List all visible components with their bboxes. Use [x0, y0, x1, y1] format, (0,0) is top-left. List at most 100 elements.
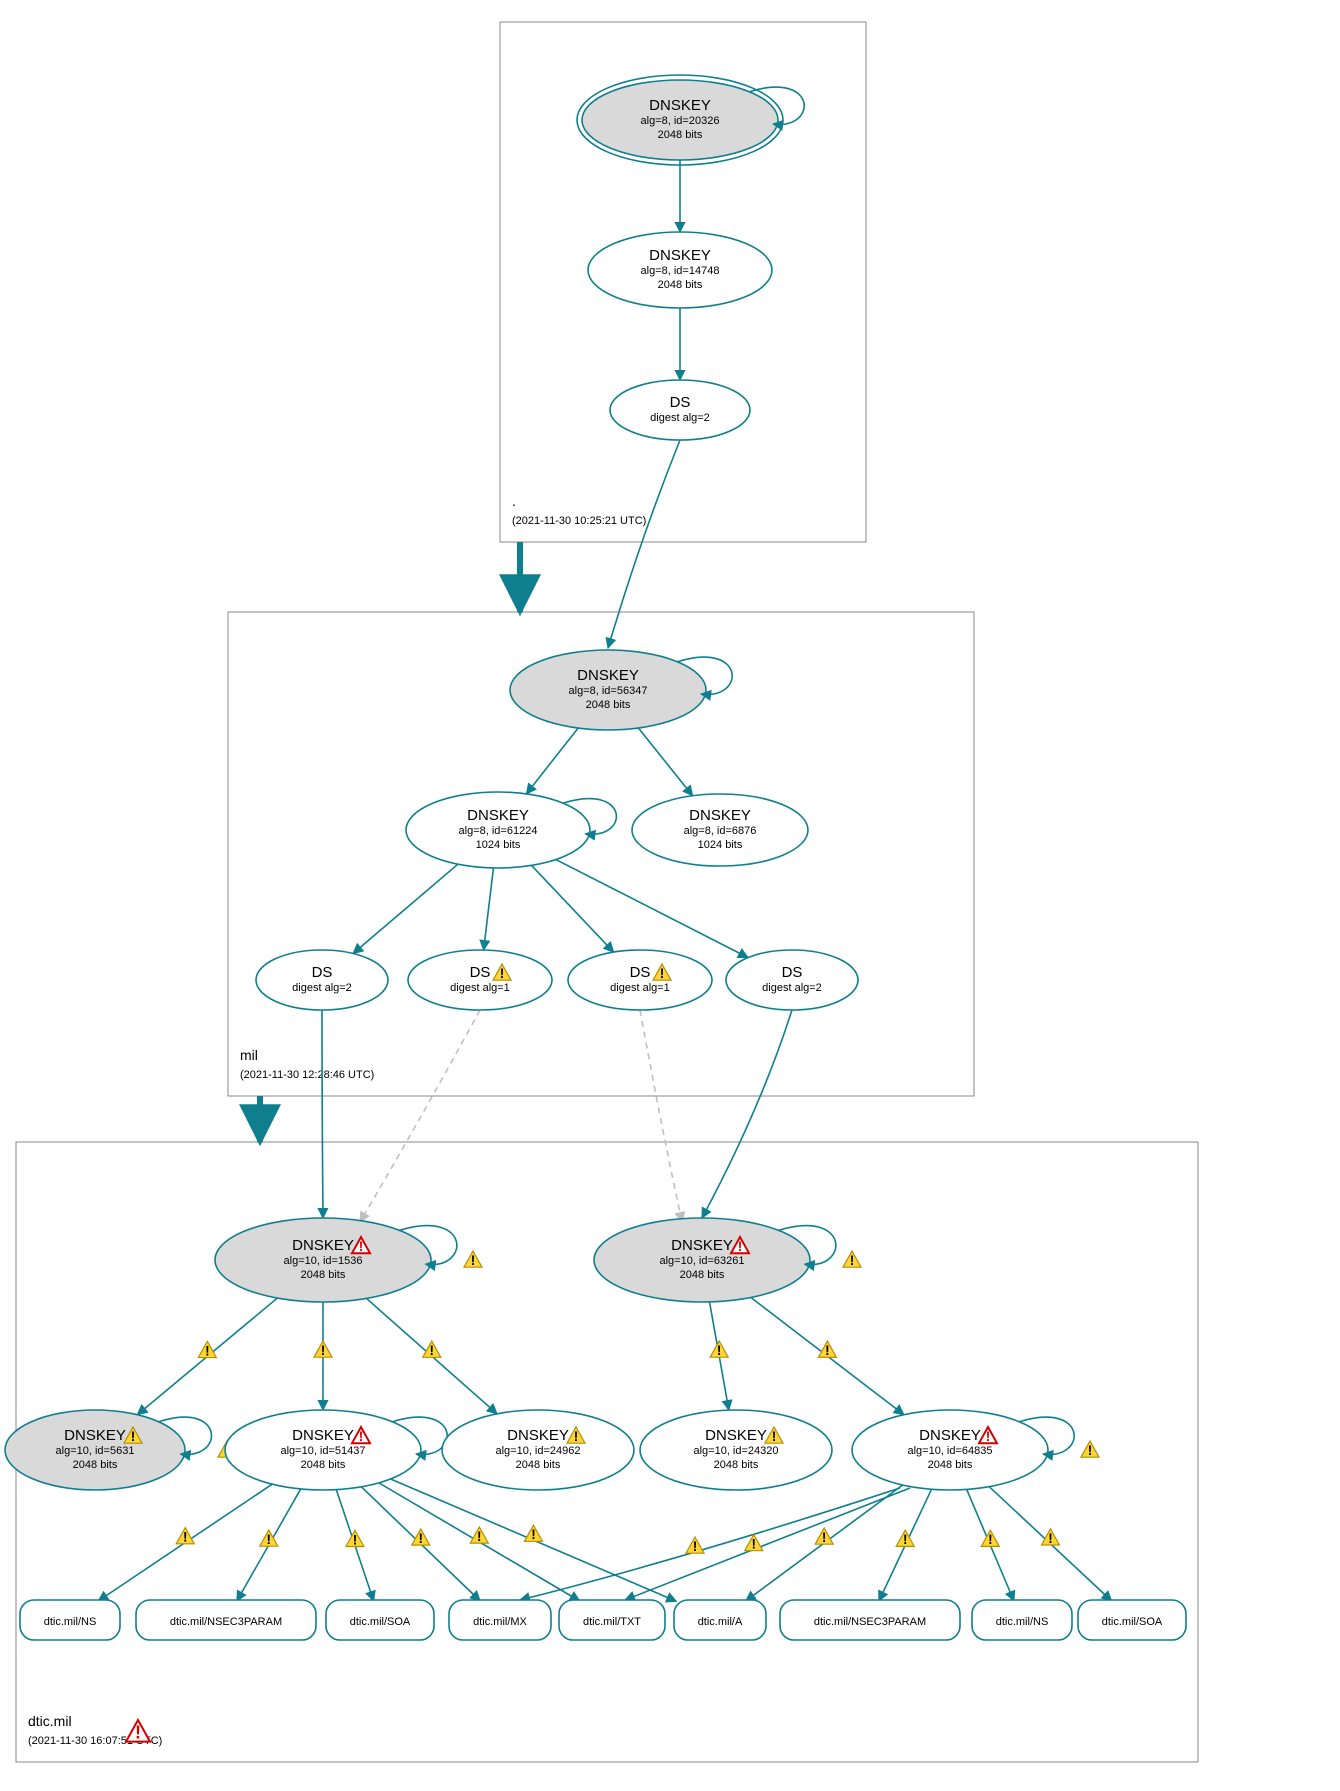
node-text-m_ds3-0: DS — [630, 964, 651, 981]
node-m_ksk: DNSKEYalg=8, id=563472048 bits — [510, 650, 732, 730]
node-r_ds: DSdigest alg=2 — [610, 380, 750, 440]
warning-icon: ! — [176, 1528, 194, 1545]
node-d_ksk1: DNSKEYalg=10, id=15362048 bits!! — [215, 1218, 482, 1302]
svg-text:!: ! — [772, 1429, 777, 1444]
node-text-r_zsk-1: alg=8, id=14748 — [641, 265, 720, 277]
node-text-d_k1-0: DNSKEY — [64, 1427, 126, 1444]
svg-text:!: ! — [267, 1532, 272, 1547]
node-text-m_ds4-1: digest alg=2 — [762, 982, 822, 994]
svg-text:!: ! — [988, 1532, 993, 1547]
node-text-r_ds-0: DS — [670, 394, 691, 411]
node-d_ksk2: DNSKEYalg=10, id=632612048 bits!! — [594, 1218, 861, 1302]
node-d_k3: DNSKEYalg=10, id=249622048 bits! — [442, 1410, 634, 1490]
node-text-d_k5-1: alg=10, id=64835 — [907, 1445, 992, 1457]
warning-icon: ! — [470, 1527, 488, 1544]
svg-text:!: ! — [752, 1536, 757, 1551]
svg-text:!: ! — [717, 1343, 722, 1358]
warning-icon: ! — [346, 1530, 364, 1547]
node-r_zsk: DNSKEYalg=8, id=14748 2048 bits — [588, 232, 772, 308]
edges — [98, 160, 1111, 1601]
node-text-m_zsk2-0: DNSKEY — [689, 807, 751, 824]
node-label-rr_soa2: dtic.mil/SOA — [1102, 1616, 1163, 1628]
node-text-r_ksk-0: DNSKEY — [649, 97, 711, 114]
svg-text:!: ! — [183, 1530, 188, 1545]
node-d_k1: DNSKEYalg=10, id=56312048 bits!! — [5, 1410, 236, 1490]
node-text-r_ksk-2: 2048 bits — [658, 129, 703, 141]
edge-m_ds3-d_ksk2 — [640, 1010, 682, 1222]
warning-icon: ! — [818, 1341, 836, 1358]
node-label-rr_a: dtic.mil/A — [698, 1616, 743, 1628]
svg-text:!: ! — [353, 1532, 358, 1547]
node-text-d_k3-0: DNSKEY — [507, 1427, 569, 1444]
svg-text:!: ! — [419, 1531, 424, 1546]
node-text-r_zsk-2: 2048 bits — [658, 279, 703, 291]
node-label-rr_txt: dtic.mil/TXT — [583, 1616, 641, 1628]
warning-icon: ! — [524, 1525, 542, 1542]
edge-m_ds1-d_ksk1 — [322, 1010, 323, 1218]
svg-text:!: ! — [693, 1539, 698, 1554]
node-rr_txt: dtic.mil/TXT — [559, 1600, 665, 1640]
svg-text:!: ! — [1048, 1531, 1053, 1546]
node-label-rr_ns1: dtic.mil/NS — [44, 1616, 97, 1628]
node-m_ds2: DSdigest alg=1! — [408, 950, 552, 1010]
edge-m_ksk-m_zsk2 — [638, 728, 692, 796]
node-text-d_k2-2: 2048 bits — [301, 1459, 346, 1471]
svg-text:!: ! — [660, 966, 665, 981]
node-m_ds1: DSdigest alg=2 — [256, 950, 388, 1010]
node-text-m_ds3-1: digest alg=1 — [610, 982, 670, 994]
edge-m_zsk1-m_ds2 — [484, 868, 494, 950]
node-text-m_ksk-2: 2048 bits — [586, 699, 631, 711]
node-m_ds4: DSdigest alg=2 — [726, 950, 858, 1010]
node-rr_nsec1: dtic.mil/NSEC3PARAM — [136, 1600, 316, 1640]
svg-text:!: ! — [430, 1343, 435, 1358]
edge-m_ds2-d_ksk1 — [360, 1010, 480, 1222]
warning-icon: ! — [198, 1341, 216, 1358]
node-text-r_zsk-0: DNSKEY — [649, 247, 711, 264]
svg-text:!: ! — [500, 966, 505, 981]
warning-icon: ! — [815, 1528, 833, 1545]
edge-m_zsk1-m_ds1 — [353, 864, 458, 953]
svg-text:!: ! — [359, 1429, 364, 1444]
svg-text:!: ! — [574, 1429, 579, 1444]
svg-text:!: ! — [477, 1529, 482, 1544]
node-text-d_k4-0: DNSKEY — [705, 1427, 767, 1444]
node-label-rr_mx: dtic.mil/MX — [473, 1616, 527, 1628]
warning-icon: ! — [710, 1341, 728, 1358]
node-text-m_zsk1-0: DNSKEY — [467, 807, 529, 824]
node-text-m_ds2-0: DS — [470, 964, 491, 981]
node-text-d_ksk1-0: DNSKEY — [292, 1237, 354, 1254]
svg-text:!: ! — [986, 1429, 991, 1444]
node-rr_ns1: dtic.mil/NS — [20, 1600, 120, 1640]
node-text-d_k1-2: 2048 bits — [73, 1459, 118, 1471]
zone-label-dtic: dtic.mil — [28, 1713, 72, 1729]
node-text-m_ds4-0: DS — [782, 964, 803, 981]
node-text-d_ksk1-1: alg=10, id=1536 — [284, 1255, 363, 1267]
warning-icon: ! — [314, 1341, 332, 1358]
node-text-d_k4-1: alg=10, id=24320 — [693, 1445, 778, 1457]
node-text-d_k4-2: 2048 bits — [714, 1459, 759, 1471]
zone-label-root: . — [512, 493, 516, 509]
edge-d_k5-rr_mx — [520, 1488, 900, 1600]
node-text-d_ksk2-0: DNSKEY — [671, 1237, 733, 1254]
node-text-m_ksk-1: alg=8, id=56347 — [569, 685, 648, 697]
node-rr_a: dtic.mil/A — [674, 1600, 766, 1640]
node-text-d_k2-0: DNSKEY — [292, 1427, 354, 1444]
warning-icon: ! — [686, 1537, 704, 1554]
node-text-d_ksk1-2: 2048 bits — [301, 1269, 346, 1281]
warning-icon: ! — [1081, 1441, 1099, 1458]
zone-time-mil: (2021-11-30 12:28:46 UTC) — [240, 1069, 374, 1081]
node-text-m_ds2-1: digest alg=1 — [450, 982, 510, 994]
svg-text:!: ! — [531, 1527, 536, 1542]
edge-m_zsk1-m_ds4 — [556, 860, 748, 958]
nodes: DNSKEYalg=8, id=203262048 bitsDNSKEYalg=… — [5, 75, 1186, 1640]
node-m_zsk1: DNSKEYalg=8, id=612241024 bits — [406, 792, 616, 868]
svg-text:!: ! — [205, 1343, 210, 1358]
warning-icon: ! — [843, 1251, 861, 1268]
node-text-d_k5-0: DNSKEY — [919, 1427, 981, 1444]
node-rr_nsec2: dtic.mil/NSEC3PARAM — [780, 1600, 960, 1640]
node-text-m_zsk2-2: 1024 bits — [698, 839, 743, 851]
svg-text:!: ! — [825, 1343, 830, 1358]
zone-time-root: (2021-11-30 10:25:21 UTC) — [512, 515, 646, 527]
node-text-m_zsk1-1: alg=8, id=61224 — [459, 825, 538, 837]
node-text-r_ds-1: digest alg=2 — [650, 412, 710, 424]
